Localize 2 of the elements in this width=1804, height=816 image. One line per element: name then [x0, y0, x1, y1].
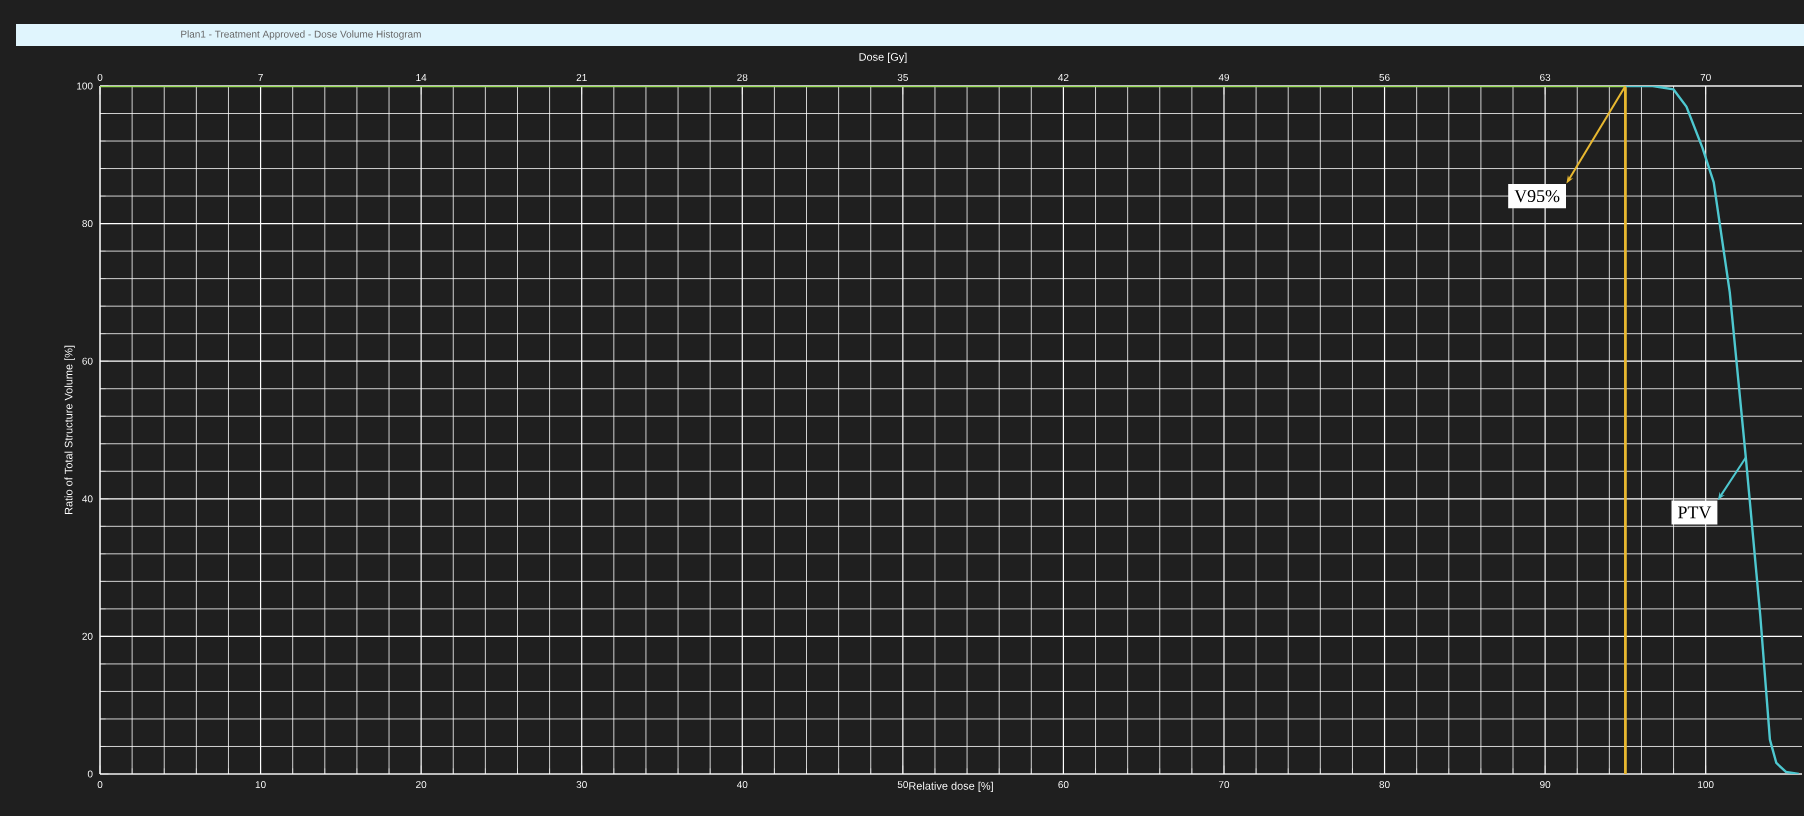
annotation: V95%: [1514, 189, 1560, 203]
annotation: PTV: [1678, 506, 1712, 519]
